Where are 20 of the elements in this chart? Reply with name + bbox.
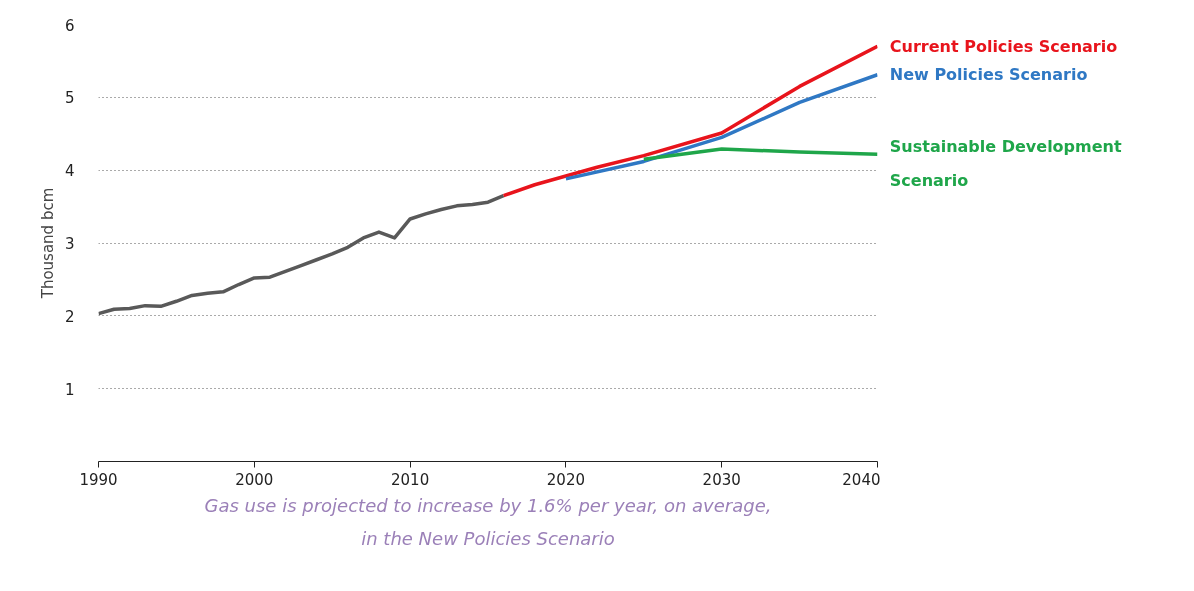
series-label: New Policies Scenario [889,65,1088,85]
y-tick-label: 4 [64,162,75,181]
x-tick-label: 2030 [702,470,741,489]
x-tick-label: 2000 [235,470,274,489]
y-tick-label: 6 [64,16,75,35]
y-axis-title: Thousand bcm [38,187,57,300]
y-tick-label: 3 [64,235,75,253]
x-tick-label: 2040 [842,470,881,489]
line-series [642,147,878,161]
line-series [501,44,878,198]
x-tick-label: 1990 [79,470,118,489]
text: Gas use is projected to increase by 1.6% per year, on average, in the New Policies Scenario [204,494,772,549]
line-series [564,73,878,181]
y-tick-label: 5 [64,89,75,108]
x-tick-label: 2020 [546,470,585,489]
series-label: Sustainable Development Scenario [889,136,1122,190]
y-tick-label: 1 [64,380,75,399]
series-label: Current Policies Scenario [889,36,1118,56]
x-tick-label: 2010 [391,470,430,489]
y-tick-label: 2 [64,307,75,326]
